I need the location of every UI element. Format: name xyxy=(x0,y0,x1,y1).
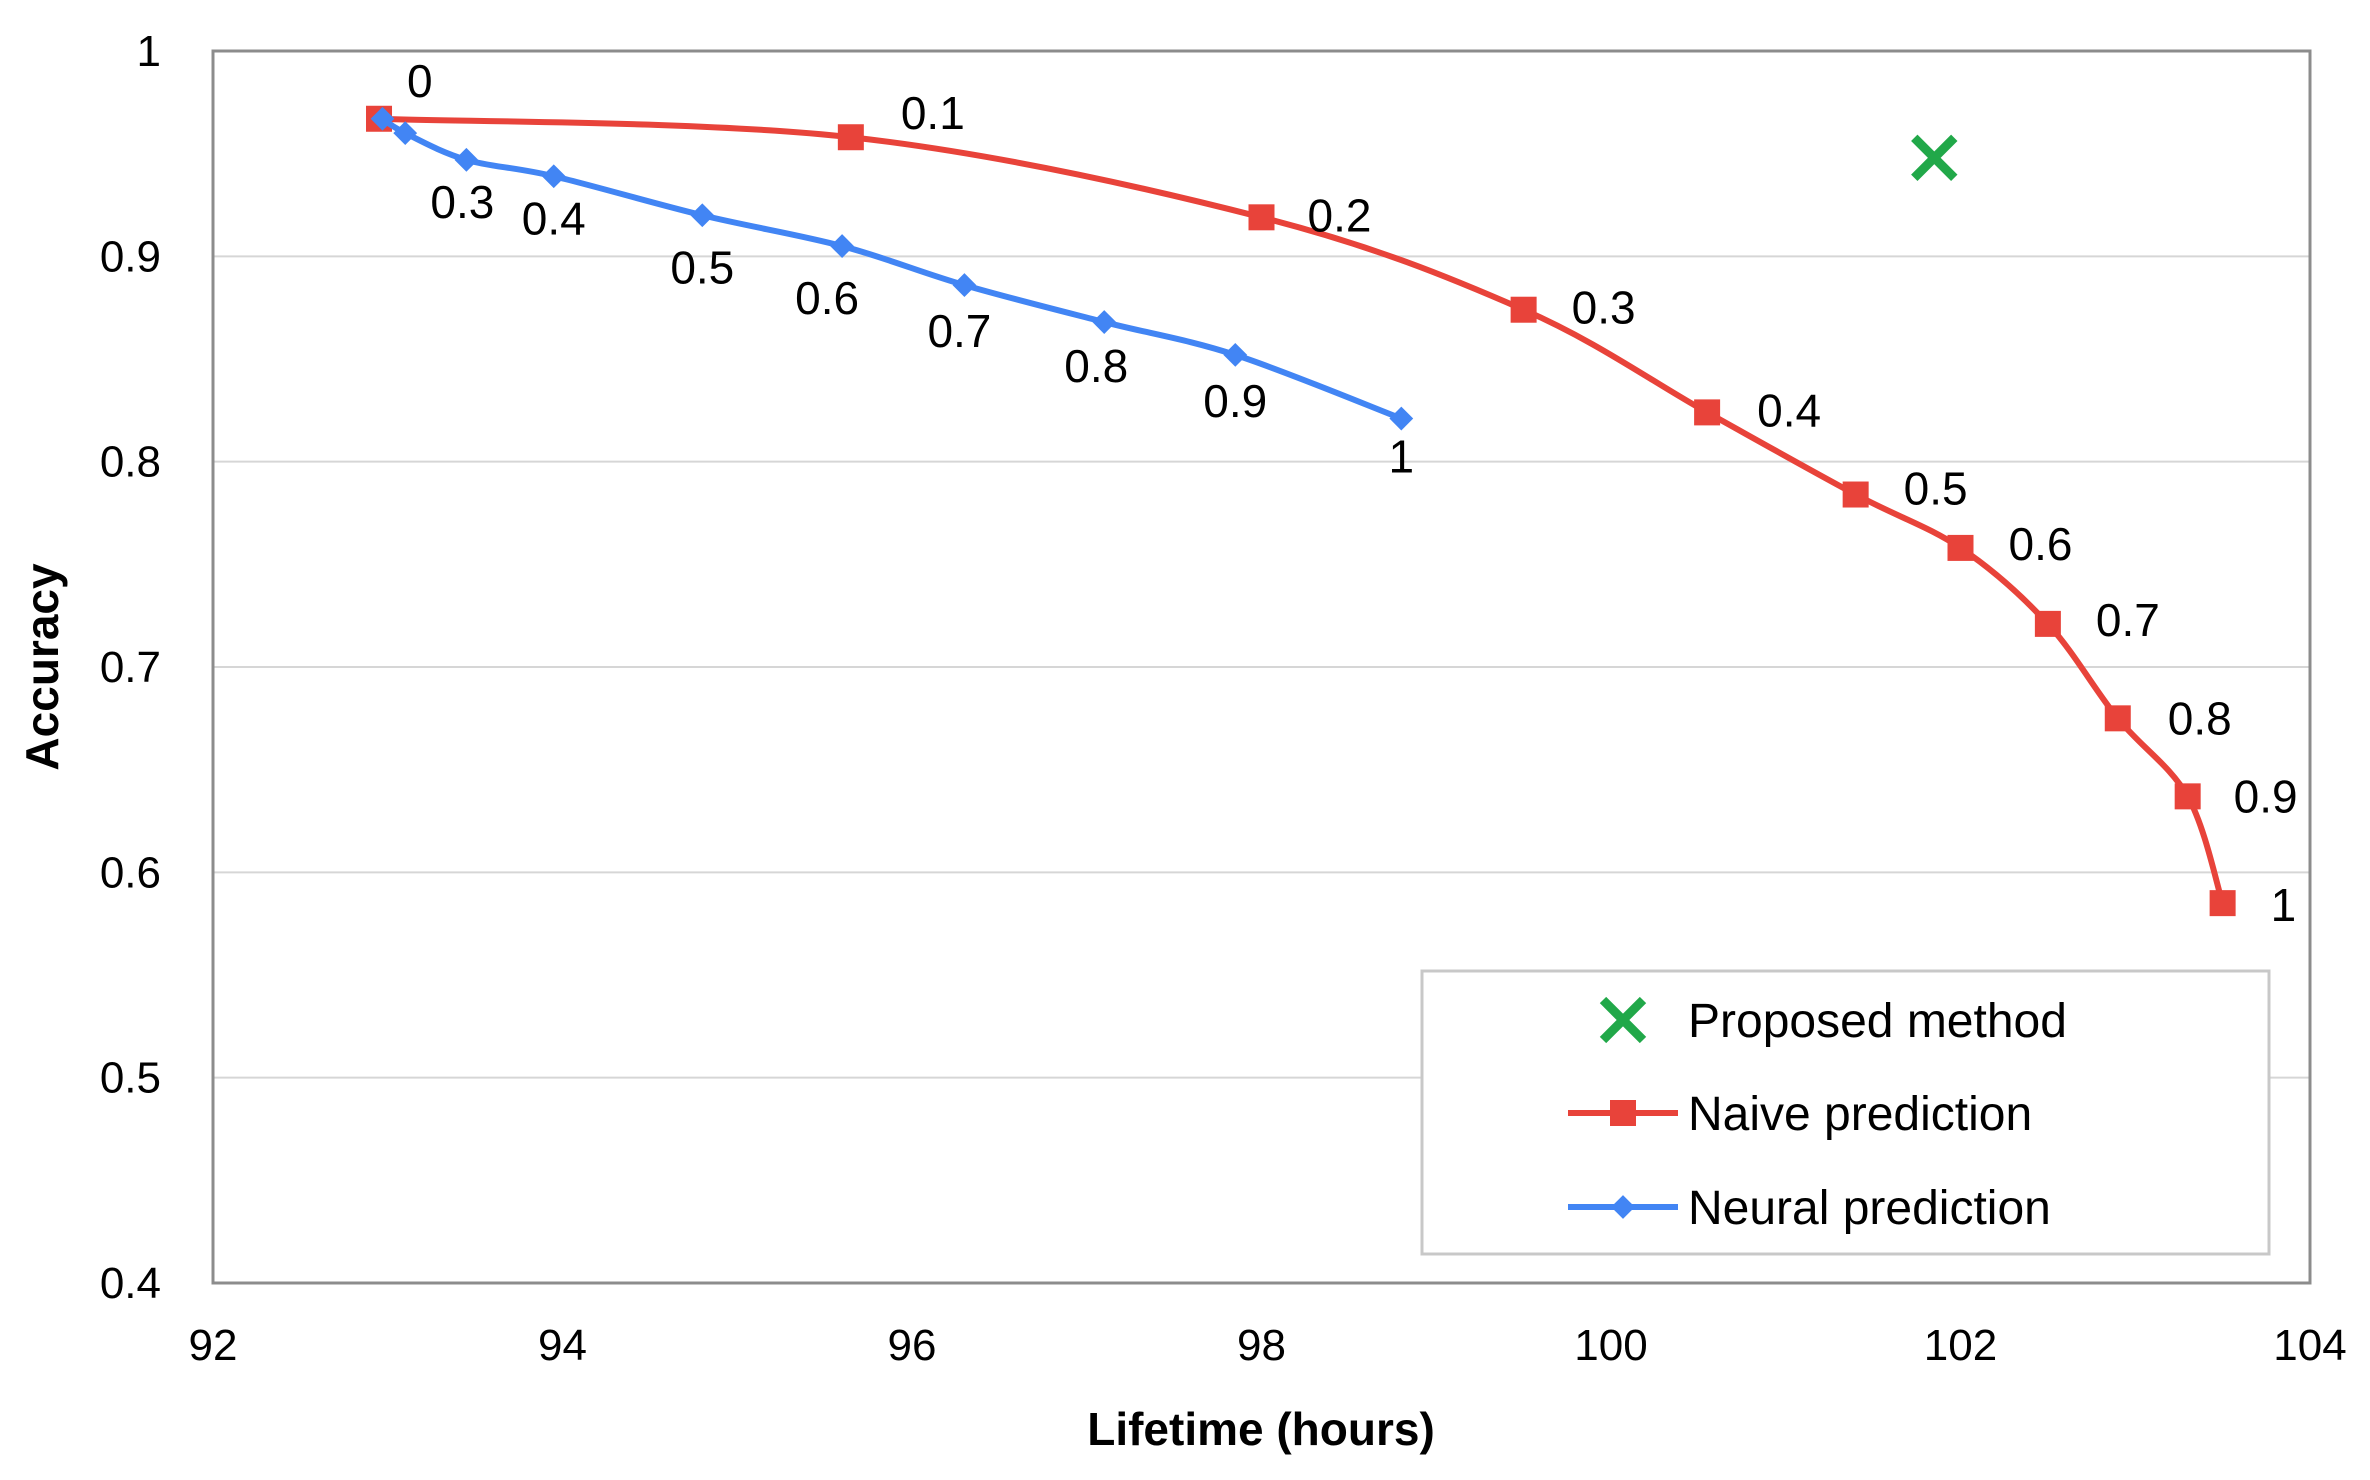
cross-stroke xyxy=(1911,134,1958,181)
naive-prediction-data-label: 0.8 xyxy=(2168,692,2232,744)
x-tick-label: 98 xyxy=(1237,1321,1286,1370)
legend-entry-neural-prediction: Neural prediction xyxy=(1568,1182,2051,1235)
naive-prediction-data-label: 0.2 xyxy=(1308,189,1372,241)
naive-prediction-point xyxy=(1510,296,1537,323)
neural-prediction-data-label: 0.4 xyxy=(522,192,586,244)
y-tick-label: 0.6 xyxy=(100,848,161,897)
data-labels: 00.10.20.30.40.50.60.70.80.910.3 0.40.50.… xyxy=(407,55,2298,931)
neural-prediction-point xyxy=(541,164,566,189)
neural-prediction-point xyxy=(454,147,479,172)
naive-prediction-point xyxy=(1947,534,1974,561)
neural-prediction-data-label: 0.5 xyxy=(670,241,734,293)
neural-prediction-point xyxy=(1223,342,1248,367)
plot-frame xyxy=(211,49,2312,1285)
legend-entry-naive-prediction: Naive prediction xyxy=(1568,1088,2032,1141)
naive-prediction-point xyxy=(2034,610,2061,637)
neural-prediction-point xyxy=(690,203,715,228)
legend-label-naive-prediction: Naive prediction xyxy=(1688,1088,2032,1141)
x-axis-title: Lifetime (hours) xyxy=(1087,1403,1435,1455)
proposed-method-point xyxy=(1911,134,1958,181)
neural-prediction-data-label: 0.3 xyxy=(430,176,494,228)
legend-label-neural-prediction: Neural prediction xyxy=(1688,1182,2051,1235)
legend-label-proposed-method: Proposed method xyxy=(1688,995,2067,1048)
series-layer xyxy=(366,105,2236,917)
naive-prediction-data-label: 0.1 xyxy=(901,87,965,139)
x-tick-label: 94 xyxy=(538,1321,587,1370)
legend-marker-neural-prediction xyxy=(1611,1195,1635,1219)
y-tick-label: 0.8 xyxy=(100,438,161,487)
naive-prediction-data-label: 0.5 xyxy=(1904,463,1968,515)
neural-prediction-data-label: 1 xyxy=(1389,431,1415,483)
x-tick-label: 92 xyxy=(189,1321,238,1370)
x-tick-label: 104 xyxy=(2273,1321,2346,1370)
naive-prediction-data-label: 0.3 xyxy=(1572,282,1636,334)
legend-marker-proposed-method xyxy=(1599,996,1647,1044)
naive-prediction-point xyxy=(837,124,864,151)
neural-prediction-point xyxy=(393,121,418,146)
y-tick-label: 0.7 xyxy=(100,643,161,692)
neural-prediction-point xyxy=(1389,406,1414,431)
naive-prediction-point xyxy=(1248,204,1275,231)
naive-prediction-data-label: 0.7 xyxy=(2096,594,2160,646)
naive-prediction-point xyxy=(2209,890,2236,917)
naive-prediction-point xyxy=(2104,705,2131,732)
series-naive-prediction xyxy=(366,105,2236,917)
neural-prediction-point xyxy=(370,106,395,131)
y-tick-label: 0.4 xyxy=(100,1259,161,1308)
naive-prediction-point xyxy=(1694,399,1721,426)
naive-prediction-point xyxy=(2174,783,2201,810)
naive-prediction-point xyxy=(1842,481,1869,508)
neural-prediction-data-label: 0.6 xyxy=(795,272,859,324)
legend: Proposed method Naive prediction Neural pr… xyxy=(1420,969,2271,1256)
naive-prediction-data-label: 0 xyxy=(407,55,433,107)
x-tick-label: 102 xyxy=(1924,1321,1997,1370)
y-tick-label: 0.5 xyxy=(100,1054,161,1103)
series-proposed-method xyxy=(1911,134,1958,181)
cross-stroke xyxy=(1599,996,1647,1044)
naive-prediction-data-label: 1 xyxy=(2271,879,2297,931)
naive-prediction-data-label: 0.6 xyxy=(2009,518,2073,570)
legend-box xyxy=(1420,969,2271,1256)
legend-marker-naive-prediction xyxy=(1610,1100,1636,1126)
legend-entry-proposed-method: Proposed method xyxy=(1599,995,2067,1048)
neural-prediction-data-label: 0.9 xyxy=(1203,375,1267,427)
naive-prediction-data-label: 0.9 xyxy=(2234,770,2298,822)
y-tick-label: 1 xyxy=(137,27,161,76)
neural-prediction-point xyxy=(830,234,854,258)
neural-prediction-data-label: 0.8 xyxy=(1064,340,1128,392)
naive-prediction-data-label: 0.4 xyxy=(1757,384,1821,436)
y-axis-title: Accuracy xyxy=(16,563,68,771)
y-tick-label: 0.9 xyxy=(100,232,161,281)
series-neural-prediction xyxy=(370,106,1414,431)
neural-prediction-point xyxy=(952,273,977,297)
neural-prediction-data-label: 0.7 xyxy=(927,305,991,357)
x-tick-label: 100 xyxy=(1574,1321,1647,1370)
x-tick-label: 96 xyxy=(888,1321,937,1370)
neural-prediction-point xyxy=(1092,310,1117,334)
